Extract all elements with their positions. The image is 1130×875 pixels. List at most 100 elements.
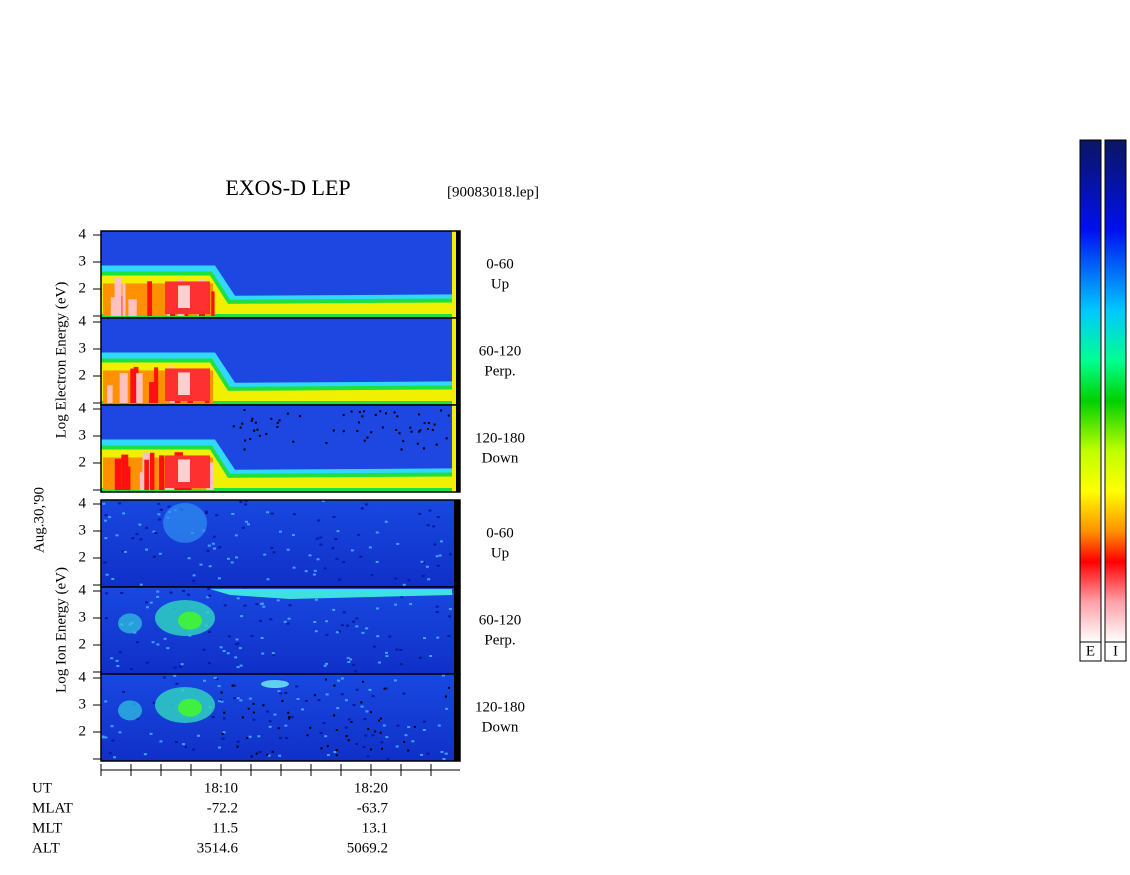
spectrogram-noise — [273, 713, 277, 716]
spectrogram-noise — [355, 742, 359, 745]
spectrogram-noise — [396, 724, 400, 727]
spectrogram-noise — [308, 554, 312, 557]
spectrogram-dot — [271, 750, 274, 753]
spectrogram-noise — [340, 677, 344, 680]
spectrogram-noise — [208, 565, 212, 568]
spectrogram-noise — [235, 638, 239, 641]
spectrogram-noise — [288, 604, 292, 607]
colorbar-i-box — [1104, 641, 1127, 662]
spectrogram-patch — [110, 297, 116, 316]
spectrogram-noise — [352, 620, 356, 623]
spectrogram-noise — [304, 700, 308, 703]
spectrogram-noise — [437, 724, 441, 727]
spectrogram-noise — [375, 607, 379, 610]
spectrogram-patch — [147, 281, 153, 316]
spectrogram-dot — [363, 439, 366, 442]
spectrogram-noise — [395, 648, 399, 651]
spectrogram-noise — [152, 555, 156, 558]
spectrogram-noise — [314, 630, 318, 633]
spectrogram-noise — [173, 674, 177, 677]
spectrogram-noise — [371, 734, 375, 737]
spectrogram-noise — [226, 652, 230, 655]
electron-axis-label: Log Electron Energy (eV) — [53, 282, 69, 439]
spectrogram-noise — [104, 736, 108, 739]
spectrogram-noise — [427, 578, 431, 581]
y-tick-label: 2 — [79, 723, 87, 739]
spectrogram-dot — [370, 431, 373, 434]
spectrogram-noise — [187, 557, 191, 560]
panel-range: 120-180 — [475, 430, 525, 446]
spectrogram-dot — [381, 747, 384, 750]
spectrogram-noise — [122, 512, 126, 515]
spectrogram-dot — [281, 700, 284, 703]
spectrogram-dot — [357, 421, 360, 424]
spectrogram-noise — [258, 751, 262, 754]
spectrogram-dot — [255, 752, 258, 755]
spectrogram-noise — [217, 577, 221, 580]
spectrogram-noise — [105, 592, 109, 595]
row-value: 13.1 — [362, 820, 388, 836]
spectrogram-dot — [320, 747, 323, 750]
spectrogram-noise — [257, 735, 261, 738]
colorbar-i — [1104, 139, 1127, 643]
spectrogram-noise — [159, 740, 163, 743]
spectrogram-noise — [333, 751, 337, 754]
y-tick-label: 4 — [79, 495, 87, 511]
spectrogram-noise — [326, 754, 330, 757]
spectrogram-noise — [232, 684, 236, 687]
spectrogram-dot — [309, 726, 312, 729]
spectrogram-noise — [240, 615, 244, 618]
spectrogram-edge — [452, 405, 456, 492]
row-value: 3514.6 — [197, 840, 239, 856]
row-value: -63.7 — [357, 800, 389, 816]
spectrogram-dot — [435, 443, 438, 446]
spectrogram-noise — [212, 547, 216, 550]
spectrogram-noise — [169, 591, 173, 594]
spectrogram-dot — [324, 678, 327, 681]
spectrogram-noise — [234, 534, 238, 537]
spectrogram-noise — [192, 574, 196, 577]
spectrogram-noise — [276, 599, 280, 602]
spectrogram-noise — [261, 652, 265, 655]
spectrogram-noise — [433, 543, 437, 546]
spectrogram-background — [101, 674, 460, 761]
spectrogram-noise — [399, 663, 403, 666]
spectrogram-noise — [262, 605, 266, 608]
y-tick-label: 3 — [79, 609, 87, 625]
spectrogram-noise — [199, 563, 203, 566]
spectrogram-edge — [452, 318, 456, 405]
spectrogram-noise — [287, 617, 291, 620]
spectrogram-noise — [291, 534, 295, 537]
spectrogram-dot — [440, 409, 443, 412]
spectrogram-dot — [270, 417, 273, 420]
spectrogram-noise — [239, 699, 243, 702]
spectrogram-noise — [436, 564, 440, 567]
spectrogram-dot — [335, 749, 338, 752]
row-value: 5069.2 — [347, 840, 388, 856]
spectrogram-noise — [250, 635, 254, 638]
spectrogram-noise — [342, 611, 346, 614]
spectrogram-dot — [379, 731, 382, 734]
spectrogram-noise — [317, 699, 321, 702]
spectrogram-noise — [359, 555, 363, 558]
spectrogram-noise — [104, 514, 108, 517]
spectrogram-noise — [217, 685, 221, 688]
spectrogram-noise — [196, 734, 200, 737]
spectrogram-noise — [136, 717, 140, 720]
spectrogram-noise — [226, 557, 230, 560]
spectrogram-noise — [340, 624, 344, 627]
spectrogram-patch — [133, 366, 139, 403]
spectrogram-noise — [346, 657, 350, 660]
spectrogram-noise — [217, 746, 221, 749]
spectrogram-noise — [407, 579, 411, 582]
spectrogram-dot — [413, 725, 416, 728]
spectrogram-noise — [231, 512, 235, 515]
spectrogram-noise — [222, 650, 226, 653]
spectrogram-noise — [357, 533, 361, 536]
spectrogram-noise — [103, 519, 107, 522]
spectrogram-noise — [355, 617, 359, 620]
spectrogram-noise — [362, 746, 366, 749]
spectrogram-noise — [215, 514, 219, 517]
colorbar-label: E — [1086, 643, 1095, 659]
